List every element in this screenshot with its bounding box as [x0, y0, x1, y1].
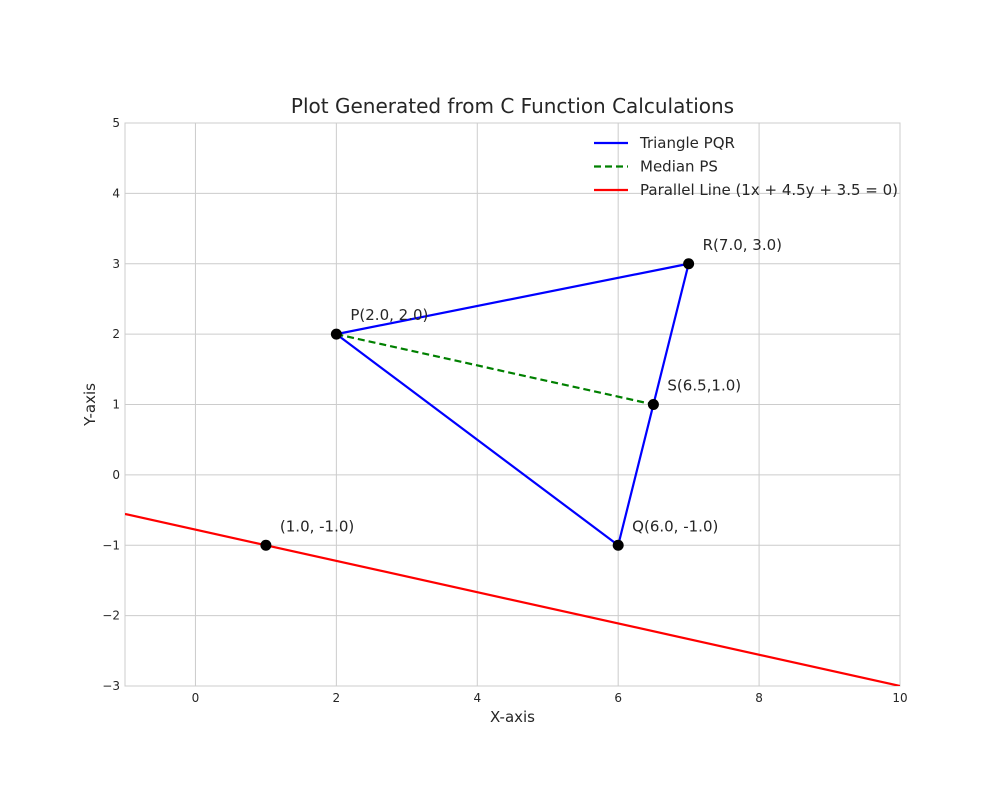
legend-label: Parallel Line (1x + 4.5y + 3.5 = 0): [640, 181, 898, 199]
y-tick-label: 1: [112, 398, 120, 412]
point-marker: [612, 539, 624, 551]
y-tick-label: 5: [112, 116, 120, 130]
point-label: S(6.5,1.0): [667, 377, 741, 395]
point-label: Q(6.0, -1.0): [632, 517, 718, 535]
x-tick-label: 4: [473, 691, 481, 705]
y-tick-label: 3: [112, 257, 120, 271]
point-label: R(7.0, 3.0): [703, 236, 782, 254]
marker-layer: P(2.0, 2.0) Q(6.0, -1.0) R(7.0, 3.0) S(6.5,…: [260, 236, 782, 551]
series-parallel-line: [125, 512, 900, 686]
y-tick-label: 0: [112, 468, 120, 482]
legend-label: Triangle PQR: [639, 134, 735, 152]
x-tick-label: 8: [755, 691, 763, 705]
legend: Triangle PQR Median PS Parallel Line (1x +…: [594, 134, 898, 199]
y-tick-label: −2: [102, 609, 120, 623]
x-tick-labels: 0 2 4 6 8 10: [192, 691, 908, 705]
point-marker: [683, 258, 695, 270]
x-tick-label: 10: [892, 691, 907, 705]
y-tick-labels: −3 −2 −1 0 1 2 3 4 5: [102, 116, 120, 693]
point-label: P(2.0, 2.0): [350, 306, 428, 324]
y-tick-label: 4: [112, 186, 120, 200]
y-tick-label: −1: [102, 538, 120, 552]
x-tick-label: 0: [192, 691, 200, 705]
point-marker: [260, 539, 272, 551]
chart-title: Plot Generated from C Function Calculati…: [291, 94, 734, 118]
series-median-ps: [336, 333, 654, 406]
x-tick-label: 6: [614, 691, 622, 705]
y-tick-label: 2: [112, 327, 120, 341]
y-tick-label: −3: [102, 679, 120, 693]
x-tick-label: 2: [333, 691, 341, 705]
y-axis-label: Y-axis: [81, 383, 99, 427]
plot-frame: [124, 122, 901, 687]
legend-label: Median PS: [640, 158, 718, 176]
x-axis-label: X-axis: [490, 708, 535, 726]
point-marker: [647, 399, 659, 410]
point-marker: [330, 328, 342, 340]
point-label: (1.0, -1.0): [280, 517, 354, 535]
